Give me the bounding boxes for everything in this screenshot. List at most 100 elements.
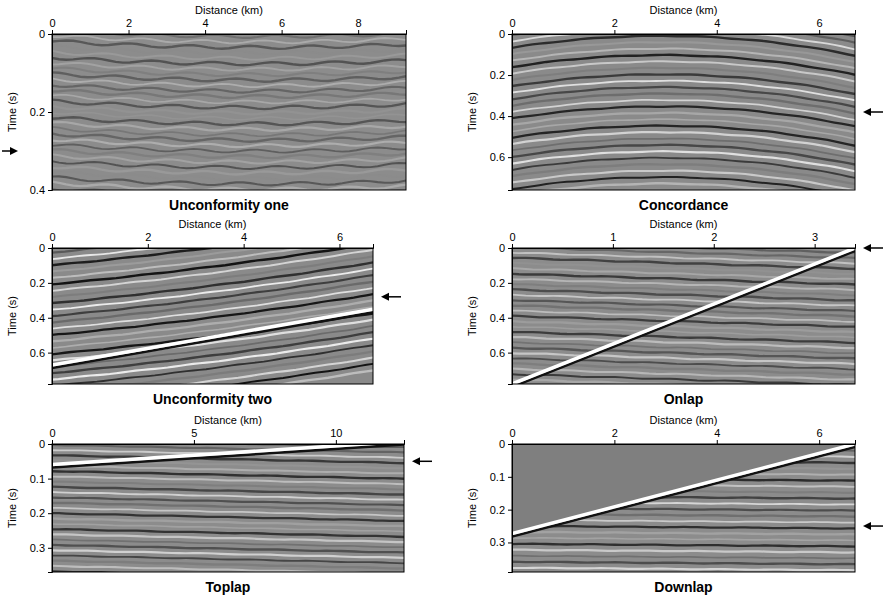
time-arrow xyxy=(863,522,883,530)
reflector xyxy=(52,90,406,98)
y-tick-mark xyxy=(508,444,512,445)
x-tick-label: 4 xyxy=(714,427,720,439)
y-axis-line xyxy=(508,249,513,385)
time-arrow xyxy=(412,457,432,465)
x-axis-title: Distance (km) xyxy=(650,4,718,16)
x-tick-mark xyxy=(52,244,53,248)
x-tick: 4 xyxy=(714,427,720,444)
reflector xyxy=(512,526,855,529)
y-tick: 0.6 xyxy=(30,347,52,359)
reflector xyxy=(52,85,406,92)
x-tick-label: 2 xyxy=(612,427,618,439)
panel-title: Onlap xyxy=(664,391,704,407)
y-tick: 0.2 xyxy=(30,507,52,519)
x-tick-mark xyxy=(148,244,149,248)
time-arrow xyxy=(863,244,883,252)
plot-frame xyxy=(512,444,855,572)
reflector xyxy=(512,550,855,553)
reflector xyxy=(512,544,855,547)
y-tick: 0 xyxy=(499,28,512,40)
y-tick-label: 0.2 xyxy=(490,277,505,289)
y-tick: 0.2 xyxy=(490,504,512,516)
x-tick-label: 2 xyxy=(612,17,618,29)
x-axis-title: Distance (km) xyxy=(195,4,263,16)
reflector xyxy=(512,337,855,348)
x-axis-line xyxy=(513,30,856,35)
x-tick: 5 xyxy=(191,427,197,444)
x-axis-line xyxy=(53,30,407,35)
reflector xyxy=(512,183,855,190)
plot-area xyxy=(52,248,373,384)
x-tick-mark xyxy=(819,30,820,34)
y-tick: 0 xyxy=(499,242,512,254)
reflector-dark xyxy=(512,447,855,537)
y-tick: 0.4 xyxy=(490,110,512,122)
x-tick-mark xyxy=(244,244,245,248)
y-tick-mark xyxy=(508,353,512,354)
time-arrow xyxy=(863,108,883,116)
y-tick-label: 0.4 xyxy=(30,312,45,324)
y-tick-mark xyxy=(48,548,52,549)
y-tick: 0.6 xyxy=(490,151,512,163)
panel-title: Unconformity one xyxy=(169,197,289,213)
y-axis-line xyxy=(48,249,53,385)
reflector xyxy=(52,182,406,190)
reflector xyxy=(512,532,855,535)
x-tick-label: 6 xyxy=(337,231,343,243)
x-tick: 4 xyxy=(241,231,247,248)
y-tick-label: 0.2 xyxy=(490,504,505,516)
y-tick-mark xyxy=(48,283,52,284)
x-axis: 0123 xyxy=(509,231,855,249)
y-tick-mark xyxy=(48,190,52,191)
x-axis: 0246 xyxy=(509,427,855,445)
plot-area xyxy=(52,444,404,572)
y-tick-label: 0 xyxy=(39,28,45,40)
reflector xyxy=(52,117,406,125)
x-axis: 0 2 4 6 xyxy=(49,231,373,249)
x-tick: 8 xyxy=(356,17,362,34)
y-axis: 00.10.20.3 xyxy=(490,438,513,572)
reflector xyxy=(512,279,855,290)
reflector-bright xyxy=(512,444,855,534)
reflector xyxy=(52,371,373,384)
reflector xyxy=(512,253,855,264)
x-tick-label: 0 xyxy=(509,427,515,439)
arrow-head xyxy=(863,522,871,530)
y-tick: 0.1 xyxy=(30,473,52,485)
plot-area xyxy=(512,34,855,190)
reflector xyxy=(52,134,406,142)
y-axis-title: Time (s) xyxy=(6,92,18,132)
y-tick-label: 0.4 xyxy=(490,312,505,324)
reflector-bright xyxy=(512,248,855,384)
reflector xyxy=(52,40,406,48)
reflector-bright xyxy=(52,444,404,464)
arrow-head xyxy=(10,147,18,155)
y-tick: 0.3 xyxy=(490,536,512,548)
x-axis-title: Distance (km) xyxy=(179,218,247,230)
reflector xyxy=(512,562,855,565)
reflector-dark xyxy=(52,312,373,368)
x-tick-mark xyxy=(815,244,816,248)
x-tick-mark xyxy=(336,440,337,444)
y-axis: 00.20.4 xyxy=(30,28,53,196)
y-axis-title: Time (s) xyxy=(466,488,478,528)
x-tick: 3 xyxy=(812,231,818,248)
x-tick: 10 xyxy=(330,427,342,444)
y-tick-mark xyxy=(48,444,52,445)
x-tick: 0 xyxy=(509,17,515,34)
x-tick-label: 2 xyxy=(145,231,151,243)
x-axis-line xyxy=(513,244,856,249)
x-axis-title: Distance (km) xyxy=(650,414,718,426)
y-axis-title: Time (s) xyxy=(6,488,18,528)
y-tick-label: 0.1 xyxy=(30,473,45,485)
plot-frame xyxy=(512,248,855,384)
x-tick: 1 xyxy=(610,231,616,248)
y-axis: 00.20.40.6 xyxy=(490,28,513,190)
x-tick-mark xyxy=(205,30,206,34)
y-tick-label: 0.3 xyxy=(490,536,505,548)
reflector xyxy=(52,51,406,60)
y-axis-title: Time (s) xyxy=(6,296,18,336)
x-tick-label: 0 xyxy=(49,231,55,243)
x-tick-label: 3 xyxy=(812,231,818,243)
y-axis-title: Time (s) xyxy=(466,296,478,336)
